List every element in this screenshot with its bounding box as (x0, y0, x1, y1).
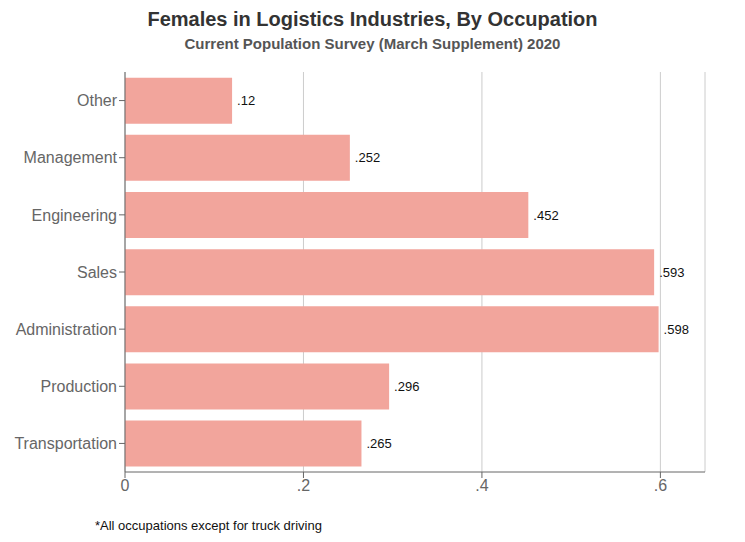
svg-text:.265: .265 (366, 436, 391, 451)
svg-text:.6: .6 (654, 477, 667, 494)
html-text:Current Population Survey (Mar: Current Population Survey (March Supplem… (184, 35, 561, 52)
svg-text:.4: .4 (475, 477, 488, 494)
svg-text:.252: .252 (355, 150, 380, 165)
svg-text:Sales: Sales (77, 264, 117, 281)
svg-text:.598: .598 (664, 322, 689, 337)
svg-text:.2: .2 (297, 477, 310, 494)
svg-text:Engineering: Engineering (32, 207, 117, 224)
html-text:*All occupations except for tr: *All occupations except for truck drivin… (95, 518, 322, 533)
svg-text:.12: .12 (237, 93, 255, 108)
svg-text:Management: Management (24, 149, 118, 166)
svg-text:Transportation: Transportation (14, 435, 117, 452)
svg-text:.296: .296 (394, 379, 419, 394)
svg-text:.452: .452 (533, 208, 558, 223)
svg-text:Production: Production (41, 378, 118, 395)
svg-text:0: 0 (121, 477, 130, 494)
svg-text:.593: .593 (659, 265, 684, 280)
html-text:Females in Logistics Industrie: Females in Logistics Industries, By Occu… (147, 8, 598, 30)
svg-text:Administration: Administration (16, 321, 117, 338)
svg-text:Other: Other (77, 92, 118, 109)
